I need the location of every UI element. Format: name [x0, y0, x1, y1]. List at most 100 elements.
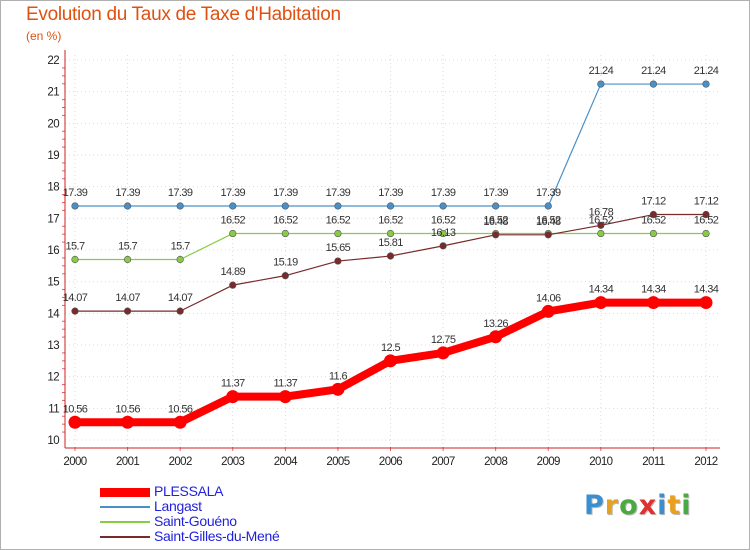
- data-label: 17.39: [115, 187, 140, 199]
- logo-letter: i: [681, 490, 692, 521]
- data-point: [439, 229, 447, 238]
- proxiti-logo: Proxiti: [584, 490, 692, 521]
- x-tick-label: 2003: [221, 456, 244, 468]
- data-point: [281, 272, 289, 280]
- data-point: [702, 229, 710, 238]
- data-point: [649, 210, 658, 219]
- data-label: 15.81: [378, 237, 403, 249]
- data-label: 10.56: [168, 403, 193, 415]
- data-label: 17.12: [694, 196, 719, 208]
- data-point: [439, 242, 447, 250]
- data-point: [229, 229, 237, 238]
- data-label: 16.52: [536, 215, 561, 227]
- chart-subtitle: (en %): [26, 29, 62, 43]
- logo-letter: r: [604, 490, 620, 521]
- data-point: [436, 346, 450, 360]
- legend-swatch: [100, 535, 150, 538]
- data-point: [71, 202, 79, 210]
- data-point: [71, 255, 79, 264]
- data-label: 10.56: [63, 403, 88, 415]
- data-label: 12.5: [381, 342, 400, 354]
- data-point: [386, 202, 395, 210]
- data-point: [68, 415, 82, 429]
- data-label: 17.39: [431, 187, 456, 199]
- data-label: 14.06: [536, 292, 561, 304]
- logo-letter: x: [638, 490, 658, 521]
- data-label: 17.39: [378, 187, 403, 199]
- data-point: [492, 202, 500, 210]
- y-tick-label: 19: [47, 150, 59, 162]
- data-point: [123, 255, 132, 264]
- data-point: [334, 229, 342, 238]
- legend-label: PLESSALA: [154, 483, 224, 499]
- y-tick-label: 18: [47, 182, 59, 194]
- data-label: 11.37: [221, 378, 245, 390]
- data-label: 15.7: [65, 241, 84, 253]
- data-point: [281, 202, 289, 210]
- data-point: [597, 221, 605, 229]
- data-label: 14.89: [220, 266, 245, 278]
- data-label: 14.07: [115, 292, 140, 304]
- data-point: [334, 202, 342, 210]
- series-layer: [68, 80, 713, 429]
- data-label: 12.75: [431, 334, 456, 346]
- data-point: [176, 307, 184, 315]
- data-point: [176, 255, 184, 264]
- data-label: 17.39: [168, 187, 193, 199]
- y-tick-label: 21: [47, 87, 59, 99]
- legend-label: Langast: [154, 498, 202, 514]
- data-label: 16.78: [589, 206, 614, 218]
- data-label: 16.52: [589, 215, 614, 227]
- data-label: 15.19: [273, 257, 298, 269]
- legend-swatch: [100, 520, 150, 523]
- data-point: [544, 231, 552, 239]
- data-label: 14.34: [589, 284, 614, 296]
- data-label: 15.65: [326, 242, 351, 254]
- data-point: [229, 202, 237, 210]
- data-point: [384, 354, 397, 368]
- y-tick-label: 14: [47, 308, 60, 320]
- data-point: [597, 229, 605, 238]
- data-label: 16.52: [273, 215, 298, 227]
- data-point: [334, 257, 342, 265]
- legend-swatch: [100, 487, 150, 497]
- data-point: [646, 296, 660, 310]
- legend-label: Saint-Gouéno: [154, 513, 237, 529]
- data-label: 17.39: [63, 187, 88, 199]
- logo-letter: o: [619, 490, 639, 521]
- data-label: 11.37: [273, 378, 297, 390]
- x-tick-label: 2012: [694, 456, 717, 468]
- data-label: 16.52: [431, 215, 456, 227]
- data-label: 15.7: [118, 241, 137, 253]
- y-tick-label: 13: [47, 340, 59, 352]
- axis-layer: 10 11 12 13 14 15 16 17 18 19 20 21 22 2000 2001 2002 20…: [47, 50, 720, 468]
- data-label: 16.52: [641, 215, 666, 227]
- x-tick-label: 2011: [642, 456, 665, 468]
- data-label: 13.26: [483, 318, 508, 330]
- y-tick-label: 10: [47, 435, 59, 447]
- data-label: 21.24: [589, 65, 614, 77]
- x-tick-label: 2000: [63, 456, 86, 468]
- data-label: 16.52: [483, 215, 508, 227]
- data-label: 16.13: [431, 227, 456, 239]
- data-point: [176, 202, 184, 210]
- logo-letter: P: [584, 490, 605, 521]
- data-label: 17.39: [220, 187, 245, 199]
- data-point: [281, 229, 289, 238]
- data-label: 16.48: [536, 216, 561, 228]
- x-tick-label: 2005: [326, 456, 349, 468]
- data-point: [121, 415, 135, 429]
- data-label: 17.39: [536, 187, 561, 199]
- data-label: 16.52: [220, 215, 245, 227]
- data-point: [649, 229, 658, 238]
- chart-title: Evolution du Taux de Taxe d'Habitation: [26, 4, 341, 25]
- data-label: 17.39: [273, 187, 298, 199]
- data-label: 17.12: [641, 196, 666, 208]
- data-label-layer: 10.56 10.56 10.56 11.37 11.37 11.6 12.5 12.75 13…: [63, 65, 720, 415]
- data-point: [439, 202, 447, 210]
- y-tick-label: 20: [47, 118, 59, 130]
- y-tick-label: 15: [47, 277, 59, 289]
- data-point: [594, 296, 608, 310]
- data-label: 14.07: [168, 292, 193, 304]
